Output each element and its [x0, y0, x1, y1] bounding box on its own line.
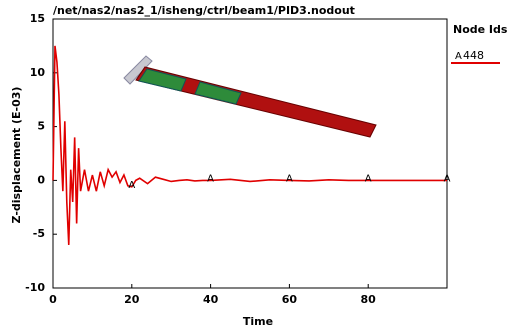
data-line: [53, 46, 447, 245]
plot-frame: [53, 19, 447, 288]
y-tick-label: 15: [30, 12, 45, 25]
y-tick-label: -5: [33, 227, 45, 240]
x-tick-label: 20: [124, 293, 140, 306]
point-marker: A: [365, 173, 372, 184]
y-tick-label: 0: [37, 173, 45, 186]
point-marker: A: [207, 173, 214, 184]
x-tick-label: 0: [49, 293, 57, 306]
x-axis-label: Time: [243, 315, 273, 328]
chart-title: /net/nas2/nas2_1/isheng/ctrl/beam1/PID3.…: [53, 4, 355, 17]
point-marker: A: [444, 173, 451, 184]
x-tick-label: 80: [361, 293, 377, 306]
y-tick-label: -10: [25, 281, 45, 294]
point-marker: A: [128, 180, 135, 191]
x-tick-label: 40: [203, 293, 219, 306]
beam-illustration: [124, 56, 376, 137]
y-tick-label: 5: [37, 120, 45, 133]
legend-marker: A: [455, 51, 462, 62]
y-tick-label: 10: [30, 66, 46, 79]
legend-label: 448: [463, 49, 484, 62]
chart: /net/nas2/nas2_1/isheng/ctrl/beam1/PID3.…: [0, 0, 512, 330]
point-marker: A: [286, 173, 293, 184]
legend-title: Node Ids: [453, 23, 508, 36]
y-axis-label: Z-displacement (E-03): [10, 87, 23, 224]
x-tick-label: 60: [282, 293, 298, 306]
